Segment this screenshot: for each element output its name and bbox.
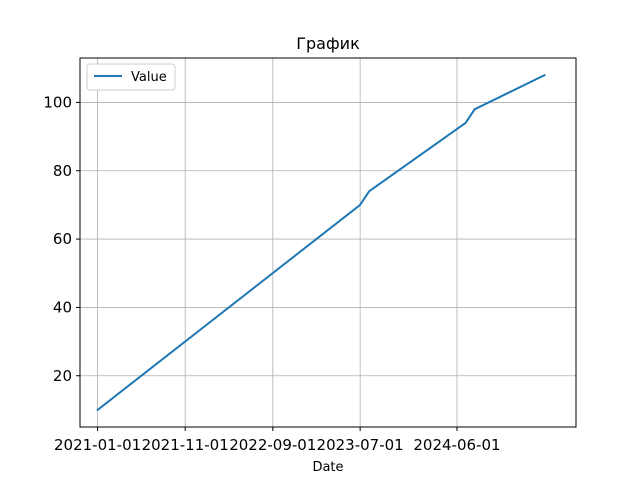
x-tick-label: 2021-11-01	[142, 436, 229, 454]
x-tick-label: 2024-06-01	[413, 436, 500, 454]
ticks: 2021-01-01 2021-11-01 2022-09-01 2023-07-01…	[43, 93, 500, 454]
y-tick-label: 100	[43, 93, 72, 111]
y-tick-label: 40	[53, 298, 72, 316]
y-tick-label: 20	[53, 367, 72, 385]
x-tick-label: 2022-09-01	[229, 436, 316, 454]
x-axis-label: Date	[312, 460, 343, 475]
legend-box	[86, 63, 176, 91]
x-tick-label: 2023-07-01	[317, 436, 404, 454]
legend: Value	[86, 63, 176, 91]
y-tick-label: 80	[53, 162, 72, 180]
series-layer	[96, 74, 546, 411]
plot-frame	[79, 57, 577, 428]
x-tick-label: 2021-01-01	[54, 436, 141, 454]
chart-title: График	[296, 34, 360, 53]
legend-label-value: Value	[131, 70, 167, 85]
y-tick-label: 60	[53, 230, 72, 248]
grid	[80, 58, 576, 427]
series-line-value	[96, 74, 546, 411]
